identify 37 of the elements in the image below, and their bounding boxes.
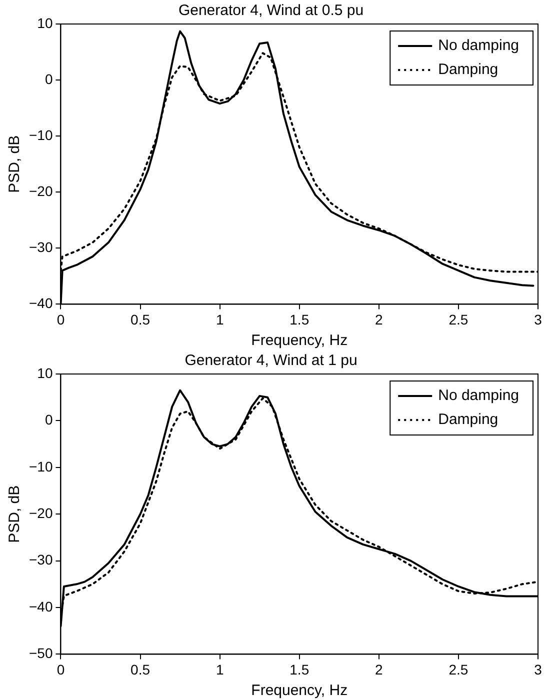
x-tick-label: 0 bbox=[56, 661, 65, 678]
x-tick-label: 1 bbox=[216, 661, 224, 678]
x-tick-label: 2 bbox=[375, 311, 384, 328]
y-axis-title: PSD, dB bbox=[6, 135, 24, 193]
x-tick-label: 2 bbox=[375, 661, 384, 678]
x-axis-title: Frequency, Hz bbox=[251, 332, 348, 350]
x-tick-label: 0.5 bbox=[130, 661, 150, 678]
y-tick-label: −10 bbox=[29, 126, 53, 143]
y-axis-title: PSD, dB bbox=[6, 485, 24, 543]
y-tick-label: −20 bbox=[29, 182, 53, 199]
y-tick-label: 0 bbox=[44, 412, 53, 428]
legend-label: No damping bbox=[438, 37, 520, 54]
y-tick-label: −30 bbox=[29, 552, 53, 568]
y-tick-label: −30 bbox=[29, 239, 53, 256]
legend-label: Damping bbox=[438, 61, 498, 78]
y-tick-label: −50 bbox=[29, 645, 53, 662]
x-tick-label: 3 bbox=[534, 311, 542, 328]
y-tick-label: 10 bbox=[37, 14, 53, 31]
y-tick-label: −40 bbox=[29, 598, 53, 614]
chart-title: Generator 4, Wind at 0.5 pu bbox=[178, 2, 364, 20]
x-tick-label: 2.5 bbox=[448, 311, 468, 328]
x-tick-label: 0.5 bbox=[130, 311, 150, 328]
y-tick-label: 0 bbox=[44, 70, 53, 87]
x-tick-label: 3 bbox=[534, 661, 542, 678]
y-tick-label: 10 bbox=[37, 364, 53, 381]
y-tick-label: −10 bbox=[29, 458, 53, 474]
y-tick-label: −40 bbox=[29, 295, 53, 312]
y-tick-label: −20 bbox=[29, 504, 53, 521]
x-tick-label: 0 bbox=[56, 311, 65, 328]
x-tick-label: 2.5 bbox=[448, 661, 468, 678]
chart-title: Generator 4, Wind at 1 pu bbox=[184, 352, 358, 370]
x-tick-label: 1.5 bbox=[290, 311, 310, 328]
x-tick-label: 1 bbox=[216, 311, 224, 328]
x-tick-label: 1.5 bbox=[290, 661, 310, 678]
x-axis-title: Frequency, Hz bbox=[251, 682, 348, 700]
legend-label: No damping bbox=[438, 387, 520, 404]
legend-label: Damping bbox=[438, 411, 498, 428]
